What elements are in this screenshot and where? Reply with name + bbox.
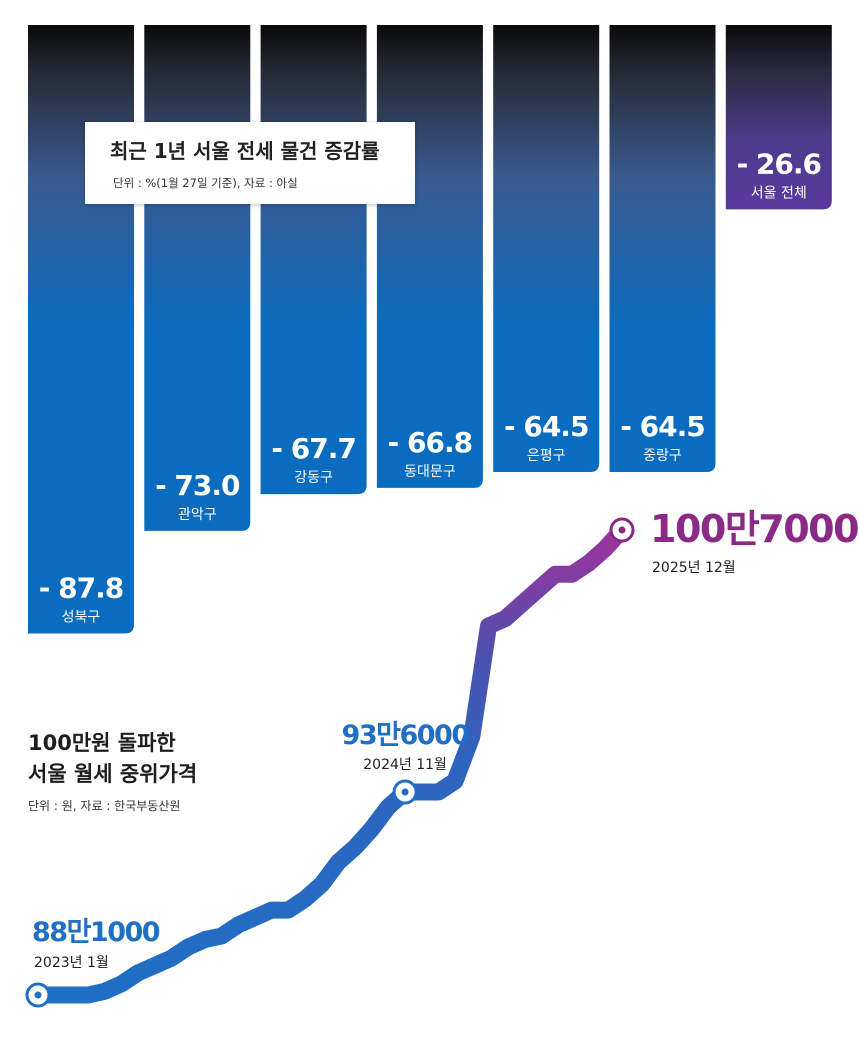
bar-value-label: - 67.7 — [271, 432, 355, 465]
bar-value-label: - 87.8 — [39, 571, 123, 604]
line-marker-dot — [401, 788, 409, 796]
bar-강동구 — [260, 25, 367, 495]
bar-category-label: 강동구 — [294, 470, 333, 486]
bar-chart-title: 최근 1년 서울 전세 물건 증감률 — [110, 139, 380, 163]
bar-성북구 — [28, 25, 134, 634]
bar-category-label: 관악구 — [178, 507, 217, 523]
bar-category-label: 서울 전체 — [751, 185, 807, 201]
bar-value-label: - 66.8 — [388, 426, 472, 459]
line-date-label: 2023년 1월 — [34, 955, 109, 971]
line-chart-title: 100만원 돌파한 서울 월세 중위가격 — [28, 728, 197, 790]
bar-관악구 — [144, 25, 251, 531]
line-chart-title-line2: 서울 월세 중위가격 — [28, 762, 198, 786]
bar-chart-source-note: 단위 : %(1월 27일 기준), 자료 : 아실 — [113, 176, 298, 190]
bar-category-label: 중랑구 — [643, 448, 682, 464]
line-date-label: 2024년 11월 — [363, 757, 447, 773]
line-chart-source-note: 단위 : 원, 자료 : 한국부동산원 — [28, 799, 181, 813]
line-value-label: 93만6000 — [342, 720, 470, 751]
bar-중랑구 — [609, 25, 716, 472]
line-date-label: 2025년 12월 — [652, 560, 736, 576]
bar-value-label: - 64.5 — [504, 410, 588, 443]
line-marker-dot — [618, 526, 626, 534]
bar-은평구 — [493, 25, 600, 472]
bar-chart-title-box: 최근 1년 서울 전세 물건 증감률 단위 : %(1월 27일 기준), 자료… — [85, 122, 415, 204]
line-chart-title-line1: 100만원 돌파한 — [28, 731, 176, 755]
line-value-label: 88만1000 — [32, 917, 160, 948]
bar-category-label: 동대문구 — [404, 464, 456, 480]
bar-value-label: - 26.6 — [737, 147, 821, 180]
bar-category-label: 은평구 — [527, 448, 566, 464]
bar-value-label: - 64.5 — [620, 410, 704, 443]
bar-서울 전체 — [725, 25, 832, 210]
price-line — [29, 521, 631, 1004]
bar-value-label: - 73.0 — [155, 469, 240, 502]
bar-동대문구 — [376, 25, 483, 488]
bar-category-label: 성북구 — [62, 609, 101, 625]
line-value-label: 100만7000 — [650, 507, 858, 551]
line-chart: 88만1000 2023년 1월 93만6000 2024년 11월 100만7000 2… — [25, 507, 860, 1008]
line-marker-dot — [34, 991, 42, 999]
